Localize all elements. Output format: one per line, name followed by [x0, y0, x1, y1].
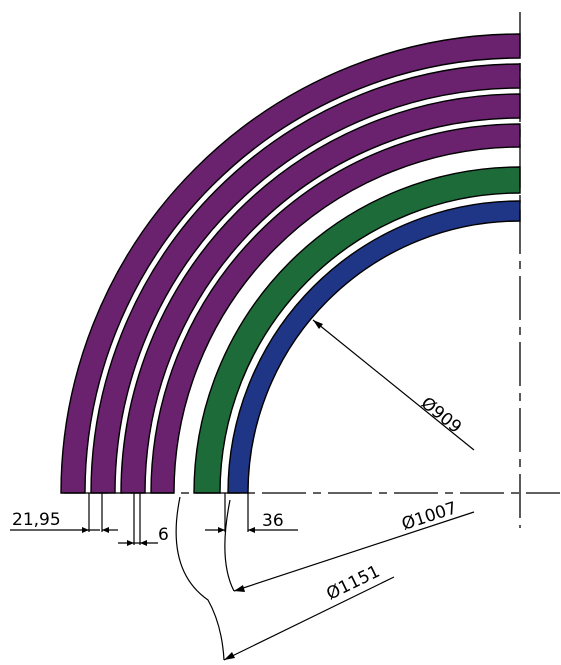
dimension-d1007-label: Ø1007 [399, 498, 459, 535]
dimension-d1151: Ø1151 [175, 496, 395, 661]
dimension-36: 36 [205, 511, 298, 533]
dimension-d909-label: Ø909 [417, 393, 465, 437]
dimension-6: 6 [118, 525, 169, 546]
extension-lines [88, 493, 249, 545]
dimension-36-label: 36 [262, 511, 284, 531]
dimension-d909: Ø909 [312, 319, 475, 451]
dimension-21-95: 21,95 [10, 510, 118, 533]
dimension-d1151-label: Ø1151 [323, 562, 383, 605]
dimension-6-label: 6 [158, 525, 169, 545]
dimension-21-95-label: 21,95 [12, 510, 61, 530]
